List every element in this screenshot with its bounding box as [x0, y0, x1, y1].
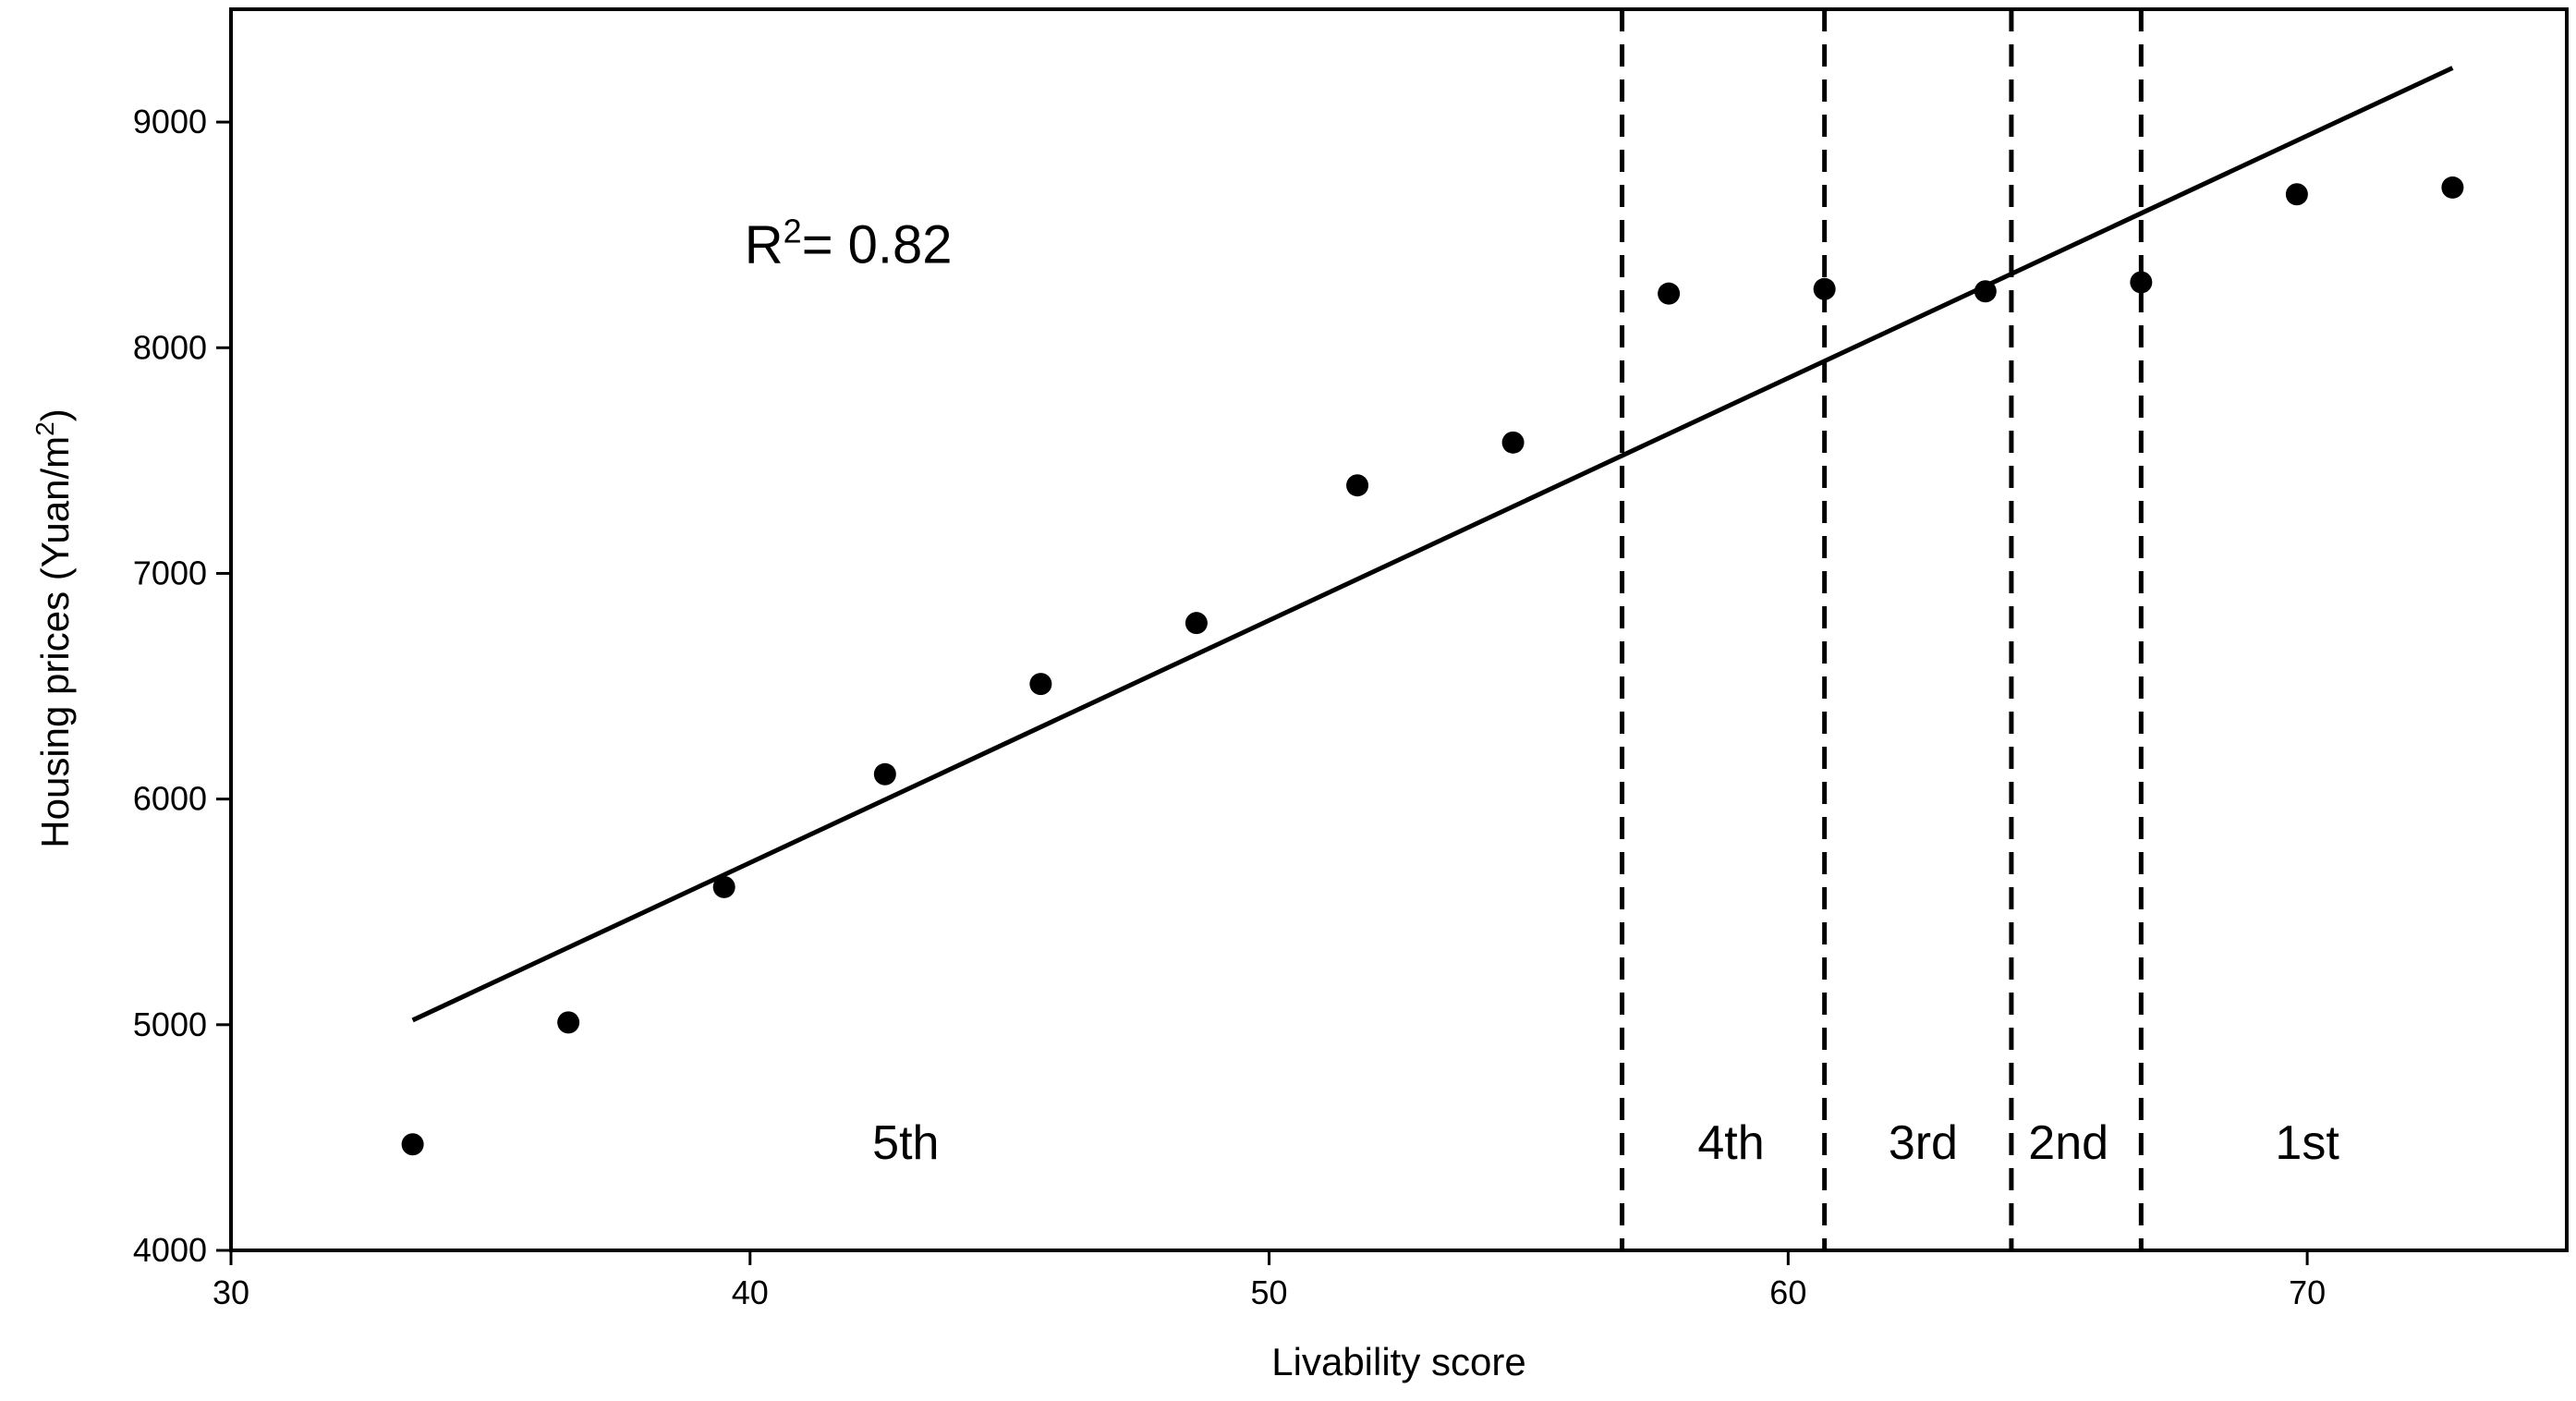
- data-point: [2285, 183, 2308, 206]
- y-tick-label: 7000: [133, 554, 207, 591]
- tier-dividers: [1620, 9, 2144, 1250]
- data-points: [401, 176, 2464, 1156]
- data-point: [557, 1011, 580, 1034]
- y-tick-label: 6000: [133, 780, 207, 818]
- r-squared-annotation: R2= 0.82: [745, 212, 953, 274]
- data-point: [1185, 612, 1208, 635]
- data-point: [712, 875, 735, 898]
- x-tick-label: 70: [2289, 1273, 2326, 1311]
- data-point: [1346, 474, 1369, 497]
- data-point: [873, 762, 896, 786]
- y-axis-title-main: Housing prices (Yuan/m: [33, 436, 77, 848]
- tier-label: 4th: [1697, 1116, 1764, 1170]
- plot-frame: [229, 7, 2569, 1252]
- y-axis-title-close: ): [33, 408, 77, 421]
- tier-labels: 5th 4th 3rd 2nd 1st: [872, 1116, 2339, 1170]
- y-tick-label: 8000: [133, 328, 207, 366]
- tier-label: 2nd: [2028, 1116, 2108, 1170]
- tier-label: 5th: [872, 1116, 939, 1170]
- tier-label: 3rd: [1889, 1116, 1958, 1170]
- data-point: [2130, 271, 2153, 294]
- y-tick-label: 9000: [133, 103, 207, 140]
- data-point: [1029, 673, 1052, 696]
- x-tick-label: 30: [213, 1273, 249, 1311]
- data-point: [1658, 282, 1681, 305]
- x-tick-label: 50: [1251, 1273, 1288, 1311]
- regression-line-group: [411, 66, 2454, 1023]
- r-squared-superscript: 2: [784, 212, 802, 250]
- y-axis-ticks: 4000 5000 6000 7000 8000 9000: [133, 103, 231, 1269]
- r-squared-value: = 0.82: [802, 214, 953, 274]
- data-point: [1813, 277, 1836, 300]
- y-axis-title: Housing prices (Yuan/m2): [30, 408, 77, 847]
- x-axis-title: Livability score: [1271, 1340, 1525, 1383]
- data-point: [401, 1133, 424, 1156]
- x-tick-label: 60: [1769, 1273, 1806, 1311]
- tier-label: 1st: [2275, 1116, 2339, 1170]
- data-point: [1974, 280, 1997, 303]
- y-tick-label: 4000: [133, 1231, 207, 1269]
- r-squared-prefix: R: [745, 214, 784, 274]
- data-point: [1501, 431, 1525, 454]
- y-tick-label: 5000: [133, 1005, 207, 1043]
- x-tick-label: 40: [732, 1273, 769, 1311]
- x-axis-ticks: 30 40 50 60 70: [213, 1250, 2326, 1311]
- data-point: [2441, 176, 2464, 199]
- y-axis-title-sup: 2: [30, 421, 59, 436]
- regression-line: [411, 66, 2454, 1023]
